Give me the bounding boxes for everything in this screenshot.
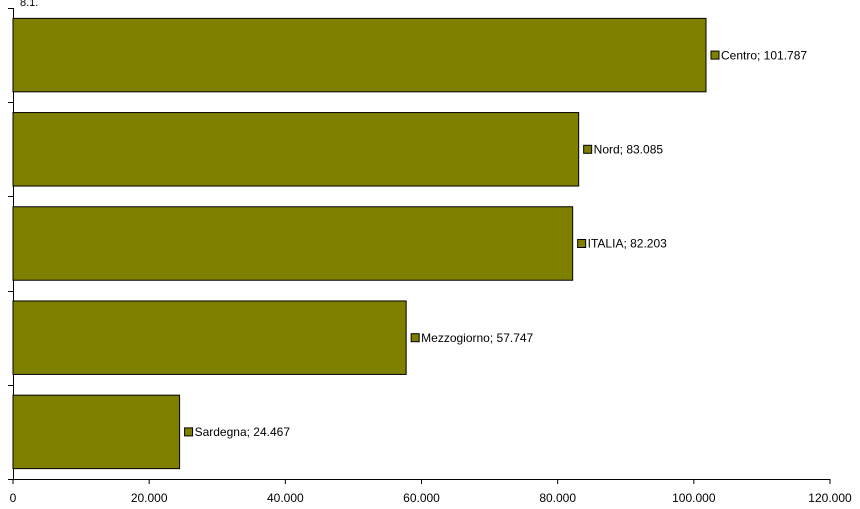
chart-title: 8.1. [20, 0, 38, 9]
data-label: Nord; 83.085 [594, 142, 664, 156]
label-key [184, 427, 194, 437]
label-key [710, 50, 720, 60]
data-label: Sardegna; 24.467 [195, 425, 291, 439]
bar [12, 300, 407, 375]
data-label: Centro; 101.787 [721, 48, 807, 62]
label-key [583, 144, 593, 154]
data-label: Mezzogiorno; 57.747 [421, 331, 533, 345]
x-tick-label: 120.000 [808, 491, 852, 505]
x-tick-label: 20.000 [131, 491, 168, 505]
data-label: ITALIA; 82.203 [588, 237, 667, 251]
bar [12, 17, 707, 93]
x-tick-label: 100.000 [672, 491, 716, 505]
bar [12, 394, 181, 470]
bar [12, 206, 574, 281]
bar [12, 112, 580, 187]
x-tick-label: 60.000 [403, 491, 440, 505]
x-tick-label: 40.000 [267, 491, 304, 505]
x-tick-label: 80.000 [539, 491, 576, 505]
label-key [410, 333, 420, 343]
label-key [577, 239, 587, 248]
x-tick-label: 0 [10, 491, 17, 505]
